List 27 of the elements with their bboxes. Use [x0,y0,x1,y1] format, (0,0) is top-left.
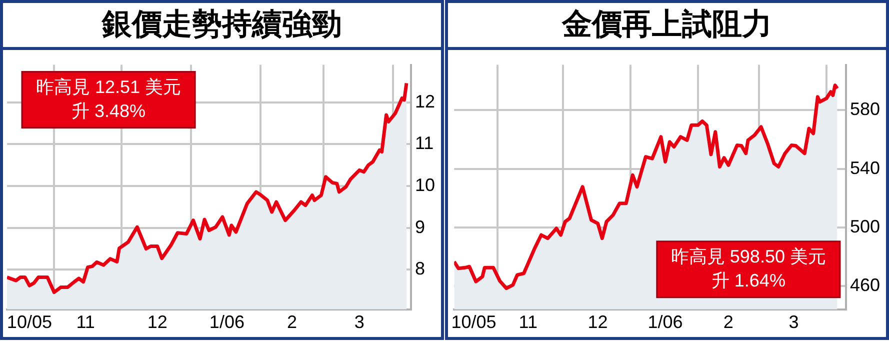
x-tick-label: 2 [723,312,734,332]
y-tick-label: 580 [850,99,880,120]
annotation: 昨高見 12.51 美元 [36,76,182,97]
x-tick-label: 12 [147,312,168,332]
y-tick-label: 460 [850,274,880,295]
x-tick-label: 12 [588,312,608,332]
x-tick-label: 1/06 [209,312,244,332]
x-tick-label: 10/05 [451,312,496,332]
x-tick-label: 11 [518,312,538,332]
y-tick-label: 500 [850,216,880,236]
y-tick-label: 12 [414,91,436,112]
annotation: 升 1.64% [711,270,786,290]
y-tick-label: 9 [414,216,425,237]
x-tick-label: 2 [287,312,298,332]
chart-title: 金價再上試阻力 [448,3,886,50]
y-tick-label: 8 [414,258,425,279]
chart-title: 銀價走勢持續強勁 [3,3,441,50]
annotation: 升 3.48% [72,100,146,121]
y-tick-label: 11 [414,133,434,154]
y-tick-label: 540 [850,158,880,178]
annotation: 昨高見 598.50 美元 [670,246,826,266]
x-tick-label: 1/06 [648,312,683,332]
x-tick-label: 3 [354,312,364,332]
x-tick-label: 3 [788,312,799,332]
x-tick-label: 10/05 [6,312,52,332]
y-tick-label: 10 [414,175,436,196]
x-tick-label: 11 [76,312,95,332]
